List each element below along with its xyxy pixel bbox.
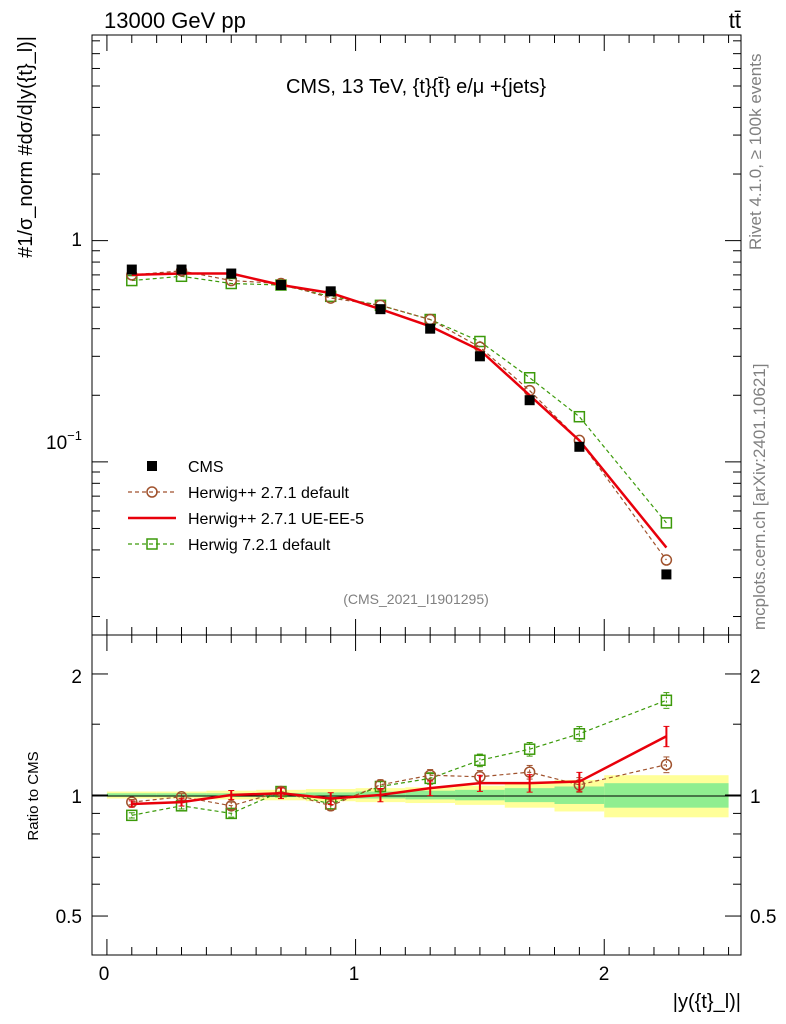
main-point-0: [226, 268, 237, 279]
stat-uncertainty-band: [604, 783, 729, 808]
main-point-0: [176, 264, 187, 275]
legend-entry-0: CMS: [147, 459, 224, 476]
main-point-0: [661, 569, 672, 580]
main-point-0: [425, 323, 436, 334]
main-point-0: [126, 264, 137, 275]
stat-uncertainty-band: [554, 786, 605, 804]
ratio-point-2: [474, 754, 486, 767]
ratio-tick-label-2-right: 2: [750, 667, 761, 688]
main-y-ticks: [92, 40, 741, 618]
main-point-0: [524, 395, 535, 406]
ratio-tick-label-0.5-left: 0.5: [56, 907, 82, 928]
legend-marker-0: [147, 461, 157, 471]
ratio-point-2: [523, 743, 536, 755]
ratio-tick-label-1-left: 1: [71, 787, 82, 808]
energy-label: 13000 GeV pp: [104, 8, 246, 33]
ratio-point-0: [660, 758, 673, 771]
main-point-0: [375, 304, 386, 315]
legend: CMS Herwig++ 2.7.1 default Herwig++ 2.7.1 …: [128, 459, 364, 554]
legend-entry-2: Herwig++ 2.7.1 UE-EE-5: [128, 511, 364, 528]
ratio-point-0: [225, 800, 237, 812]
main-point-0: [275, 280, 286, 291]
main-y-axis-label: #1/σ_norm #dσ/d|y({t}_l)|: [15, 36, 37, 258]
ratio-tick-label-0.5-right: 0.5: [750, 907, 776, 928]
rivet-version-label: Rivet 4.1.0, ≥ 100k events: [746, 54, 765, 250]
main-point-3: [573, 410, 586, 423]
legend-marker-3: [146, 538, 158, 550]
legend-entry-1: Herwig++ 2.7.1 default: [128, 485, 350, 502]
main-point-3: [523, 372, 536, 384]
x-tick-label-0: 0: [99, 964, 110, 985]
main-point-0: [325, 286, 336, 297]
main-panel: CMS, 13 TeV, {t}{t̄} e/μ +{jets} (CMS_20…: [15, 34, 742, 636]
stat-uncertainty-band: [106, 793, 157, 797]
legend-label-2: Herwig++ 2.7.1 UE-EE-5: [188, 511, 364, 528]
main-point-3: [126, 274, 138, 287]
ratio-y-axis-label: Ratio to CMS: [25, 751, 42, 840]
main-plot-title: CMS, 13 TeV, {t}{t̄} e/μ +{jets}: [286, 76, 546, 98]
ratio-panel: Ratio to CMS 2 1 0.5 2 1 0.5 0 1 2 |y({t…: [25, 35, 776, 1013]
x-ticks: [106, 35, 730, 955]
ratio-tick-label-2-left: 2: [71, 667, 82, 688]
main-point-3: [660, 517, 673, 529]
y-tick-label-1: 1: [71, 230, 82, 251]
analysis-tag: (CMS_2021_I1901295): [343, 591, 489, 607]
x-tick-label-1: 1: [349, 964, 360, 985]
ratio-tick-label-1-right: 1: [750, 787, 761, 808]
main-point-0: [574, 441, 585, 452]
ratio-point-2: [573, 728, 586, 740]
x-axis-label: |y({t}_l)|: [673, 991, 741, 1013]
process-label: tt̄: [729, 8, 741, 33]
stat-uncertainty-band: [455, 789, 505, 801]
legend-label-0: CMS: [188, 459, 224, 476]
x-tick-label-2: 2: [599, 964, 610, 985]
y-tick-label-0.1: 10−1: [46, 428, 82, 454]
ratio-point-0: [424, 769, 436, 781]
ratio-y-ticks: [92, 634, 741, 956]
legend-entry-3: Herwig 7.2.1 default: [128, 537, 331, 554]
main-point-1: [424, 313, 436, 326]
legend-label-1: Herwig++ 2.7.1 default: [188, 485, 350, 502]
main-series-line-2: [131, 272, 668, 549]
stat-uncertainty-band: [504, 788, 555, 803]
ratio-point-2: [660, 694, 673, 707]
main-series-group: [126, 264, 673, 580]
ratio-point-2: [225, 807, 237, 820]
main-point-1: [660, 554, 673, 566]
legend-marker-1: [146, 486, 158, 498]
legend-label-3: Herwig 7.2.1 default: [188, 537, 331, 554]
mcplots-reference-label: mcplots.cern.ch [arXiv:2401.10621]: [750, 364, 769, 630]
main-point-0: [474, 351, 485, 362]
ratio-series-group: [126, 692, 673, 822]
ratio-point-2: [126, 809, 138, 822]
